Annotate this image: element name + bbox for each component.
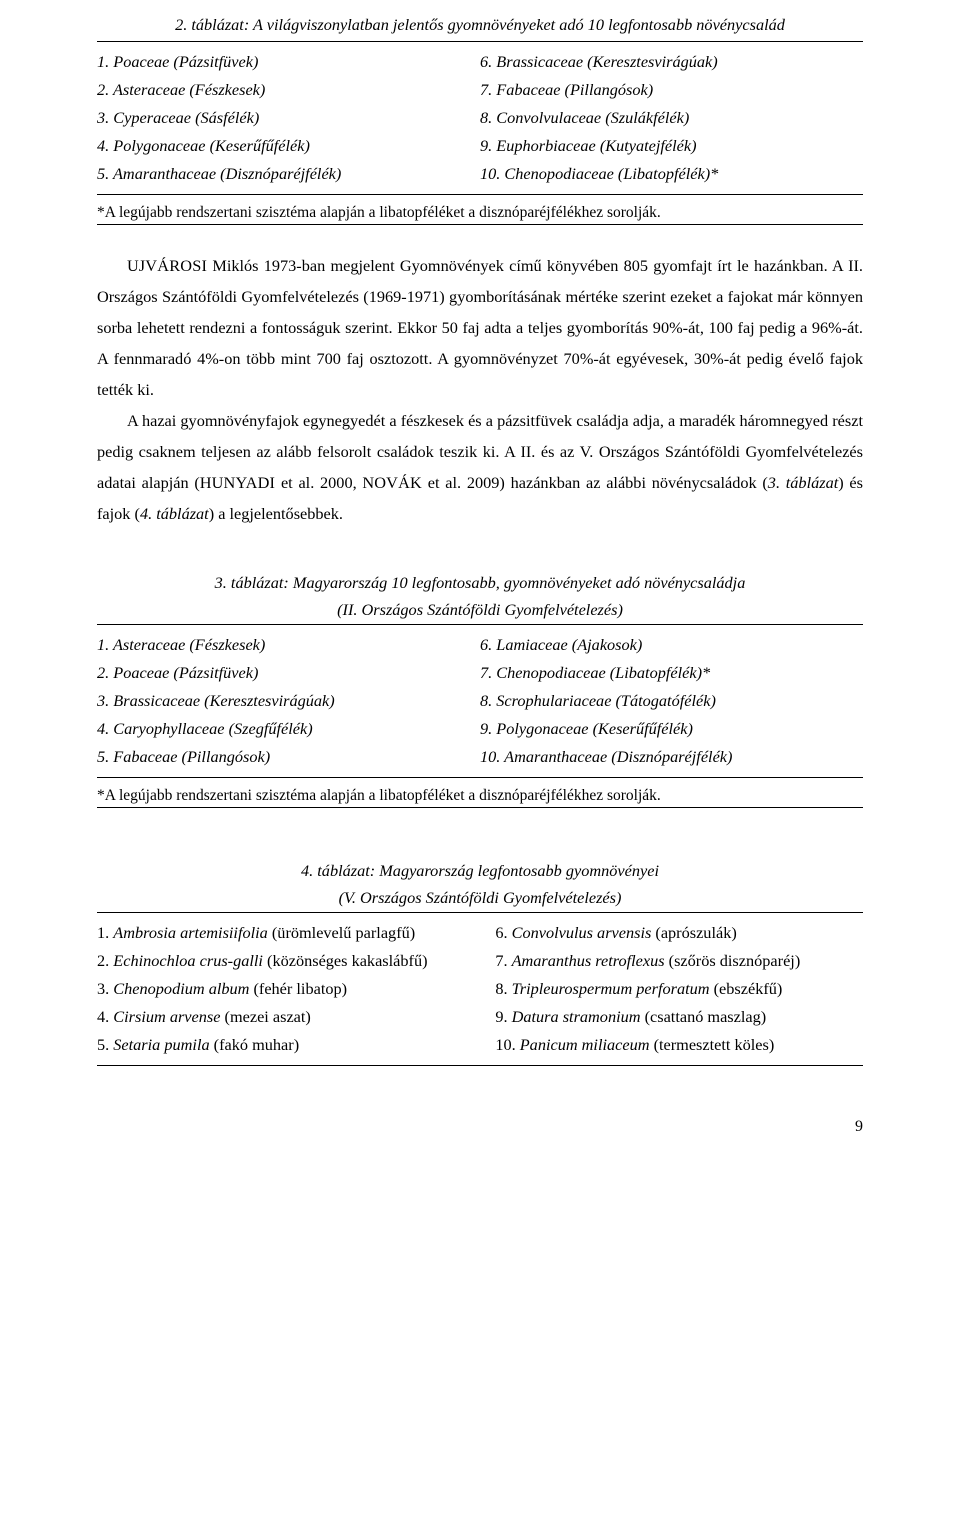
italic-ref: 4. táblázat (140, 504, 209, 523)
table-row: 7. Chenopodiaceae (Libatopfélék)* (480, 659, 863, 687)
num: 6. (495, 923, 511, 942)
table2-columns: 1. Poaceae (Pázsitfüvek) 2. Asteraceae (… (97, 48, 863, 188)
text: OVÁK (374, 473, 422, 492)
text: JVÁROSI (139, 256, 207, 275)
num: 8. (495, 979, 511, 998)
table-row: 1. Ambrosia artemisiifolia (ürömlevelű p… (97, 919, 495, 947)
table-row: 3. Brassicaceae (Keresztesvirágúak) (97, 687, 480, 715)
table3-subtitle: (II. Országos Szántóföldi Gyomfelvételez… (97, 599, 863, 622)
table3-title: 3. táblázat: Magyarország 10 legfontosab… (97, 572, 863, 595)
num: 1. (97, 923, 113, 942)
num: 5. (97, 1035, 113, 1054)
paragraph-1: UJVÁROSI Miklós 1973-ban megjelent Gyomn… (97, 251, 863, 406)
table-row: 9. Euphorbiaceae (Kutyatejfélék) (480, 132, 863, 160)
text: et al. 2000, N (275, 473, 374, 492)
table-row: 9. Datura stramonium (csattanó maszlag) (495, 1003, 863, 1031)
num: 4. (97, 1007, 113, 1026)
table3-col-left: 1. Asteraceae (Fészkesek) 2. Poaceae (Pá… (97, 631, 480, 771)
smallcaps-name: UJVÁROSI (127, 256, 207, 275)
table4-heading: 4. táblázat: Magyarország legfontosabb g… (97, 860, 863, 910)
page-container: 2. táblázat: A világviszonylatban jelent… (0, 0, 960, 1182)
table-row: 2. Poaceae (Pázsitfüvek) (97, 659, 480, 687)
table2: 1. Poaceae (Pázsitfüvek) 2. Asteraceae (… (97, 41, 863, 226)
table2-col-right: 6. Brassicaceae (Keresztesvirágúak) 7. F… (480, 48, 863, 188)
table-row: 5. Setaria pumila (fakó muhar) (97, 1031, 495, 1059)
text: Miklós 1973-ban megjelent Gyomnövények c… (97, 256, 863, 399)
page-number: 9 (97, 1112, 863, 1142)
table3: 1. Asteraceae (Fészkesek) 2. Poaceae (Pá… (97, 624, 863, 809)
table-row: 2. Echinochloa crus-galli (közönséges ka… (97, 947, 495, 975)
table-row: 4. Cirsium arvense (mezei aszat) (97, 1003, 495, 1031)
table-row: 9. Polygonaceae (Keserűfűfélék) (480, 715, 863, 743)
table-row: 1. Poaceae (Pázsitfüvek) (97, 48, 480, 76)
table-row: 7. Amaranthus retroflexus (szőrös disznó… (495, 947, 863, 975)
num: 2. (97, 951, 113, 970)
table3-note: *A legújabb rendszertani szisztéma alapj… (97, 778, 863, 807)
text: UNYADI (212, 473, 276, 492)
text: ) a legjelentősebbek. (209, 504, 343, 523)
table-row: 5. Fabaceae (Pillangósok) (97, 743, 480, 771)
table-row: 10. Chenopodiaceae (Libatopfélék)* (480, 160, 863, 188)
table4: 1. Ambrosia artemisiifolia (ürömlevelű p… (97, 912, 863, 1066)
table3-heading: 3. táblázat: Magyarország 10 legfontosab… (97, 572, 863, 622)
table4-col-right: 6. Convolvulus arvensis (aprószulák) 7. … (495, 919, 863, 1059)
table4-title: 4. táblázat: Magyarország legfontosabb g… (97, 860, 863, 883)
table2-inner: 1. Poaceae (Pázsitfüvek) 2. Asteraceae (… (97, 42, 863, 195)
table-row: 2. Asteraceae (Fészkesek) (97, 76, 480, 104)
table-row: 8. Convolvulaceae (Szulákfélék) (480, 104, 863, 132)
text: et al. 2009) hazánkban az alábbi növényc… (422, 473, 768, 492)
italic-ref: 3. táblázat (768, 473, 838, 492)
table-row: 6. Lamiaceae (Ajakosok) (480, 631, 863, 659)
table-row: 8. Scrophulariaceae (Tátogatófélék) (480, 687, 863, 715)
table4-col-left: 1. Ambrosia artemisiifolia (ürömlevelű p… (97, 919, 495, 1059)
table2-title: 2. táblázat: A világviszonylatban jelent… (97, 14, 863, 37)
num: 10. (495, 1035, 519, 1054)
table-row: 6. Convolvulus arvensis (aprószulák) (495, 919, 863, 947)
table3-columns: 1. Asteraceae (Fészkesek) 2. Poaceae (Pá… (97, 631, 863, 771)
paragraph-2: A hazai gyomnövényfajok egynegyedét a fé… (97, 406, 863, 530)
table2-note: *A legújabb rendszertani szisztéma alapj… (97, 195, 863, 224)
table-row: 4. Caryophyllaceae (Szegfűfélék) (97, 715, 480, 743)
table-row: 4. Polygonaceae (Keserűfűfélék) (97, 132, 480, 160)
table-row: 6. Brassicaceae (Keresztesvirágúak) (480, 48, 863, 76)
table3-inner: 1. Asteraceae (Fészkesek) 2. Poaceae (Pá… (97, 625, 863, 778)
table-row: 1. Asteraceae (Fészkesek) (97, 631, 480, 659)
num: 3. (97, 979, 113, 998)
table4-subtitle: (V. Országos Szántóföldi Gyomfelvételezé… (97, 887, 863, 910)
num: 7. (495, 951, 511, 970)
table-row: 3. Cyperaceae (Sásfélék) (97, 104, 480, 132)
table3-col-right: 6. Lamiaceae (Ajakosok) 7. Chenopodiacea… (480, 631, 863, 771)
table-row: 3. Chenopodium album (fehér libatop) (97, 975, 495, 1003)
table-row: 7. Fabaceae (Pillangósok) (480, 76, 863, 104)
text: U (127, 256, 139, 275)
table-row: 10. Amaranthaceae (Disznóparéjfélék) (480, 743, 863, 771)
table4-columns: 1. Ambrosia artemisiifolia (ürömlevelű p… (97, 919, 863, 1059)
table-row: 8. Tripleurospermum perforatum (ebszékfű… (495, 975, 863, 1003)
table-row: 5. Amaranthaceae (Disznóparéjfélék) (97, 160, 480, 188)
table2-col-left: 1. Poaceae (Pázsitfüvek) 2. Asteraceae (… (97, 48, 480, 188)
num: 9. (495, 1007, 511, 1026)
table-row: 10. Panicum miliaceum (termesztett köles… (495, 1031, 863, 1059)
